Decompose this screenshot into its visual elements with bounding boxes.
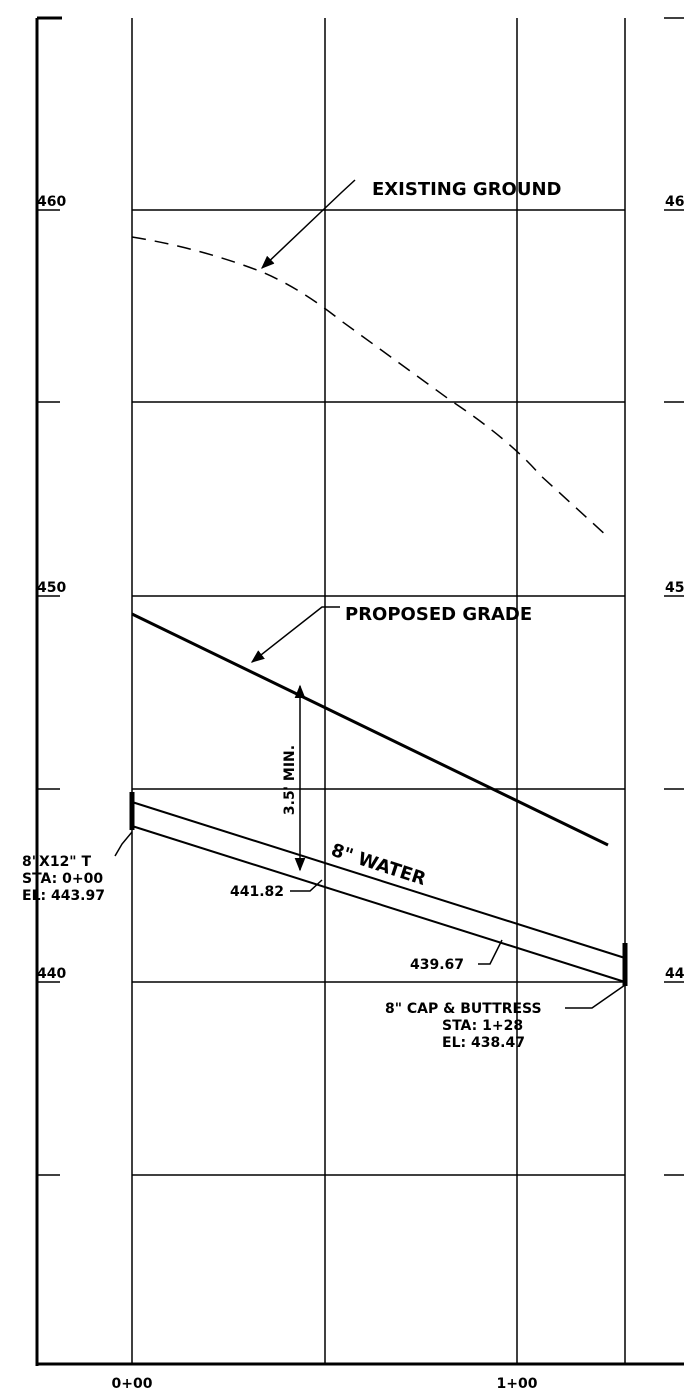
elevation-label: 46 xyxy=(665,194,684,210)
leader xyxy=(478,939,503,965)
station-label: 1+00 xyxy=(497,1376,538,1392)
grid xyxy=(37,17,684,1176)
leader xyxy=(114,831,133,857)
leader xyxy=(290,879,323,892)
leader xyxy=(261,179,356,269)
frame xyxy=(35,16,684,1366)
station-label: 0+00 xyxy=(112,1376,153,1392)
cover-label: 3.5' MIN. xyxy=(282,745,298,815)
fitting-label: EL: 443.97 xyxy=(22,888,105,904)
fitting-label: STA: 0+00 xyxy=(22,871,103,887)
proposed-grade-line xyxy=(131,612,609,847)
leader xyxy=(565,984,626,1009)
invert-label: 441.82 xyxy=(230,884,284,900)
fitting-label: 8" CAP & BUTTRESS xyxy=(385,1001,542,1017)
elevation-label: 44 xyxy=(665,966,684,982)
existing-ground-label: EXISTING GROUND xyxy=(372,179,561,200)
proposed-grade-label: PROPOSED GRADE xyxy=(345,604,532,625)
elevation-label: 440 xyxy=(37,966,66,982)
invert-label: 439.67 xyxy=(410,957,464,973)
elevation-label: 45 xyxy=(665,580,684,596)
pipe-top xyxy=(131,801,626,959)
leader xyxy=(250,606,340,663)
fitting-label: STA: 1+28 xyxy=(442,1018,523,1034)
fitting-label: 8"X12" T xyxy=(22,854,91,870)
pipe-bottom xyxy=(131,825,626,983)
elevation-label: 450 xyxy=(37,580,66,596)
existing-ground-line xyxy=(131,236,609,538)
fitting-label: EL: 438.47 xyxy=(442,1035,525,1051)
pipe-label: 8" WATER xyxy=(328,840,428,890)
elevation-label: 460 xyxy=(37,194,66,210)
